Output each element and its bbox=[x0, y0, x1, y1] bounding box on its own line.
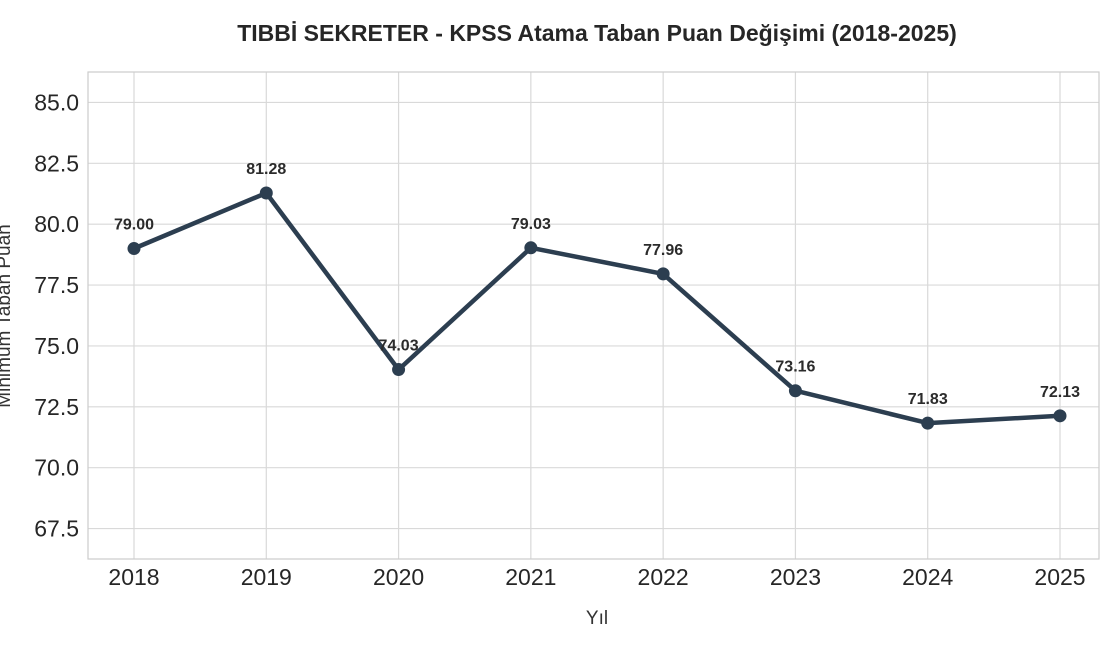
x-tick-label: 2024 bbox=[902, 564, 953, 590]
chart-title: TIBBİ SEKRETER - KPSS Atama Taban Puan D… bbox=[237, 20, 957, 46]
data-label: 73.16 bbox=[775, 359, 815, 376]
y-tick-label: 75.0 bbox=[34, 333, 79, 359]
data-label: 74.03 bbox=[379, 338, 419, 355]
data-point bbox=[524, 241, 538, 255]
y-tick-label: 82.5 bbox=[34, 150, 79, 176]
data-labels: 79.00 81.28 74.03 79.03 77.96 73.16 71.83 72.13 bbox=[114, 161, 1080, 408]
data-point bbox=[127, 242, 141, 256]
grid bbox=[88, 72, 1099, 559]
plot-frame bbox=[87, 71, 1100, 560]
y-axis-ticks: 67.5 70.0 72.5 75.0 77.5 80.0 82.5 85.0 bbox=[34, 89, 79, 541]
data-point bbox=[259, 186, 273, 200]
x-tick-label: 2022 bbox=[638, 564, 689, 590]
x-tick-label: 2018 bbox=[108, 564, 159, 590]
data-label: 79.03 bbox=[511, 216, 551, 233]
x-tick-label: 2020 bbox=[373, 564, 424, 590]
data-label: 71.83 bbox=[908, 391, 948, 408]
y-tick-label: 77.5 bbox=[34, 272, 79, 298]
data-point bbox=[656, 267, 670, 281]
y-tick-label: 85.0 bbox=[34, 89, 79, 115]
data-point bbox=[392, 363, 406, 377]
y-axis-title: Minimum Taban Puan bbox=[0, 224, 15, 407]
data-point bbox=[1053, 409, 1067, 423]
y-tick-label: 80.0 bbox=[34, 211, 79, 237]
data-label: 72.13 bbox=[1040, 384, 1080, 401]
x-axis-title: Yıl bbox=[586, 608, 608, 629]
series-line bbox=[131, 190, 1063, 426]
x-tick-label: 2021 bbox=[505, 564, 556, 590]
y-tick-label: 67.5 bbox=[34, 516, 79, 542]
data-label: 81.28 bbox=[246, 161, 286, 178]
x-tick-label: 2019 bbox=[241, 564, 292, 590]
y-tick-label: 70.0 bbox=[34, 455, 79, 481]
x-axis-ticks: 2018 2019 2020 2021 2022 2023 2024 2025 bbox=[108, 564, 1085, 590]
x-tick-label: 2023 bbox=[770, 564, 821, 590]
y-tick-label: 72.5 bbox=[34, 394, 79, 420]
data-point bbox=[788, 384, 802, 398]
x-tick-label: 2025 bbox=[1034, 564, 1085, 590]
data-point bbox=[921, 416, 935, 430]
data-label: 77.96 bbox=[643, 242, 683, 259]
data-label: 79.00 bbox=[114, 217, 154, 234]
series bbox=[127, 186, 1067, 430]
